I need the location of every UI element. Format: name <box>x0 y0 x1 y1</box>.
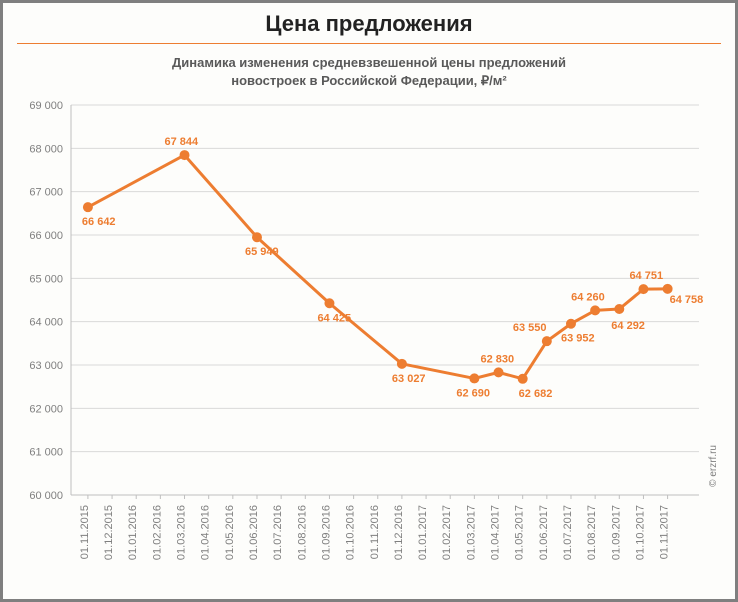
source-label: © erzrf.ru <box>708 445 719 487</box>
svg-text:01.06.2017: 01.06.2017 <box>538 505 550 560</box>
svg-text:01.11.2017: 01.11.2017 <box>659 505 671 559</box>
svg-text:66 000: 66 000 <box>29 230 63 242</box>
svg-text:68 000: 68 000 <box>29 143 63 155</box>
svg-text:01.09.2016: 01.09.2016 <box>320 505 332 560</box>
chart-title-line2: новостроек в Российской Федерации, ₽/м² <box>231 73 507 88</box>
svg-text:63 952: 63 952 <box>561 333 595 345</box>
svg-text:01.10.2017: 01.10.2017 <box>634 505 646 560</box>
svg-text:64 260: 64 260 <box>571 291 605 303</box>
svg-text:01.04.2016: 01.04.2016 <box>200 505 212 560</box>
svg-text:01.01.2017: 01.01.2017 <box>417 505 429 560</box>
svg-text:01.08.2017: 01.08.2017 <box>586 505 598 560</box>
svg-text:01.03.2016: 01.03.2016 <box>176 505 188 560</box>
svg-text:01.08.2016: 01.08.2016 <box>296 505 308 560</box>
title-underline <box>17 43 721 44</box>
svg-text:01.11.2016: 01.11.2016 <box>369 505 381 559</box>
svg-text:01.02.2017: 01.02.2017 <box>441 505 453 560</box>
svg-text:67 000: 67 000 <box>29 187 63 199</box>
svg-text:64 292: 64 292 <box>611 320 645 332</box>
chart-title-line1: Динамика изменения средневзвешенной цены… <box>172 55 566 70</box>
svg-text:01.01.2016: 01.01.2016 <box>127 505 139 560</box>
svg-text:66 642: 66 642 <box>82 216 116 228</box>
svg-text:64 751: 64 751 <box>629 270 663 282</box>
svg-text:62 830: 62 830 <box>481 353 515 365</box>
svg-text:01.03.2017: 01.03.2017 <box>465 505 477 560</box>
svg-text:01.04.2017: 01.04.2017 <box>490 505 502 560</box>
svg-text:67 844: 67 844 <box>165 136 200 148</box>
svg-text:01.06.2016: 01.06.2016 <box>248 505 260 560</box>
page-title: Цена предложения <box>3 3 735 43</box>
svg-text:62 682: 62 682 <box>519 388 553 400</box>
svg-text:01.05.2016: 01.05.2016 <box>224 505 236 560</box>
svg-text:01.12.2015: 01.12.2015 <box>103 505 115 560</box>
svg-text:01.05.2017: 01.05.2017 <box>514 505 526 560</box>
svg-text:61 000: 61 000 <box>29 447 63 459</box>
line-chart: 60 000 61 000 62 000 63 000 64 000 65 000 66 0… <box>13 95 725 575</box>
svg-text:01.02.2016: 01.02.2016 <box>151 505 163 560</box>
svg-text:63 000: 63 000 <box>29 360 63 372</box>
svg-text:60 000: 60 000 <box>29 490 63 502</box>
svg-text:65 949: 65 949 <box>245 246 279 258</box>
svg-text:62 690: 62 690 <box>456 388 490 400</box>
svg-text:01.07.2017: 01.07.2017 <box>562 505 574 560</box>
svg-text:69 000: 69 000 <box>29 100 63 112</box>
svg-text:65 000: 65 000 <box>29 273 63 285</box>
svg-text:62 000: 62 000 <box>29 403 63 415</box>
svg-text:64 000: 64 000 <box>29 317 63 329</box>
svg-text:64 758: 64 758 <box>670 294 704 306</box>
svg-text:01.10.2016: 01.10.2016 <box>345 505 357 560</box>
svg-text:01.12.2016: 01.12.2016 <box>393 505 405 560</box>
chart-area: 60 000 61 000 62 000 63 000 64 000 65 000 66 0… <box>13 95 725 575</box>
svg-text:64 425: 64 425 <box>317 312 351 324</box>
svg-text:01.11.2015: 01.11.2015 <box>79 505 91 559</box>
svg-text:63 027: 63 027 <box>392 373 426 385</box>
svg-text:01.07.2016: 01.07.2016 <box>272 505 284 560</box>
svg-text:63 550: 63 550 <box>513 322 547 334</box>
svg-text:01.09.2017: 01.09.2017 <box>610 505 622 560</box>
chart-title: Динамика изменения средневзвешенной цены… <box>3 54 735 95</box>
